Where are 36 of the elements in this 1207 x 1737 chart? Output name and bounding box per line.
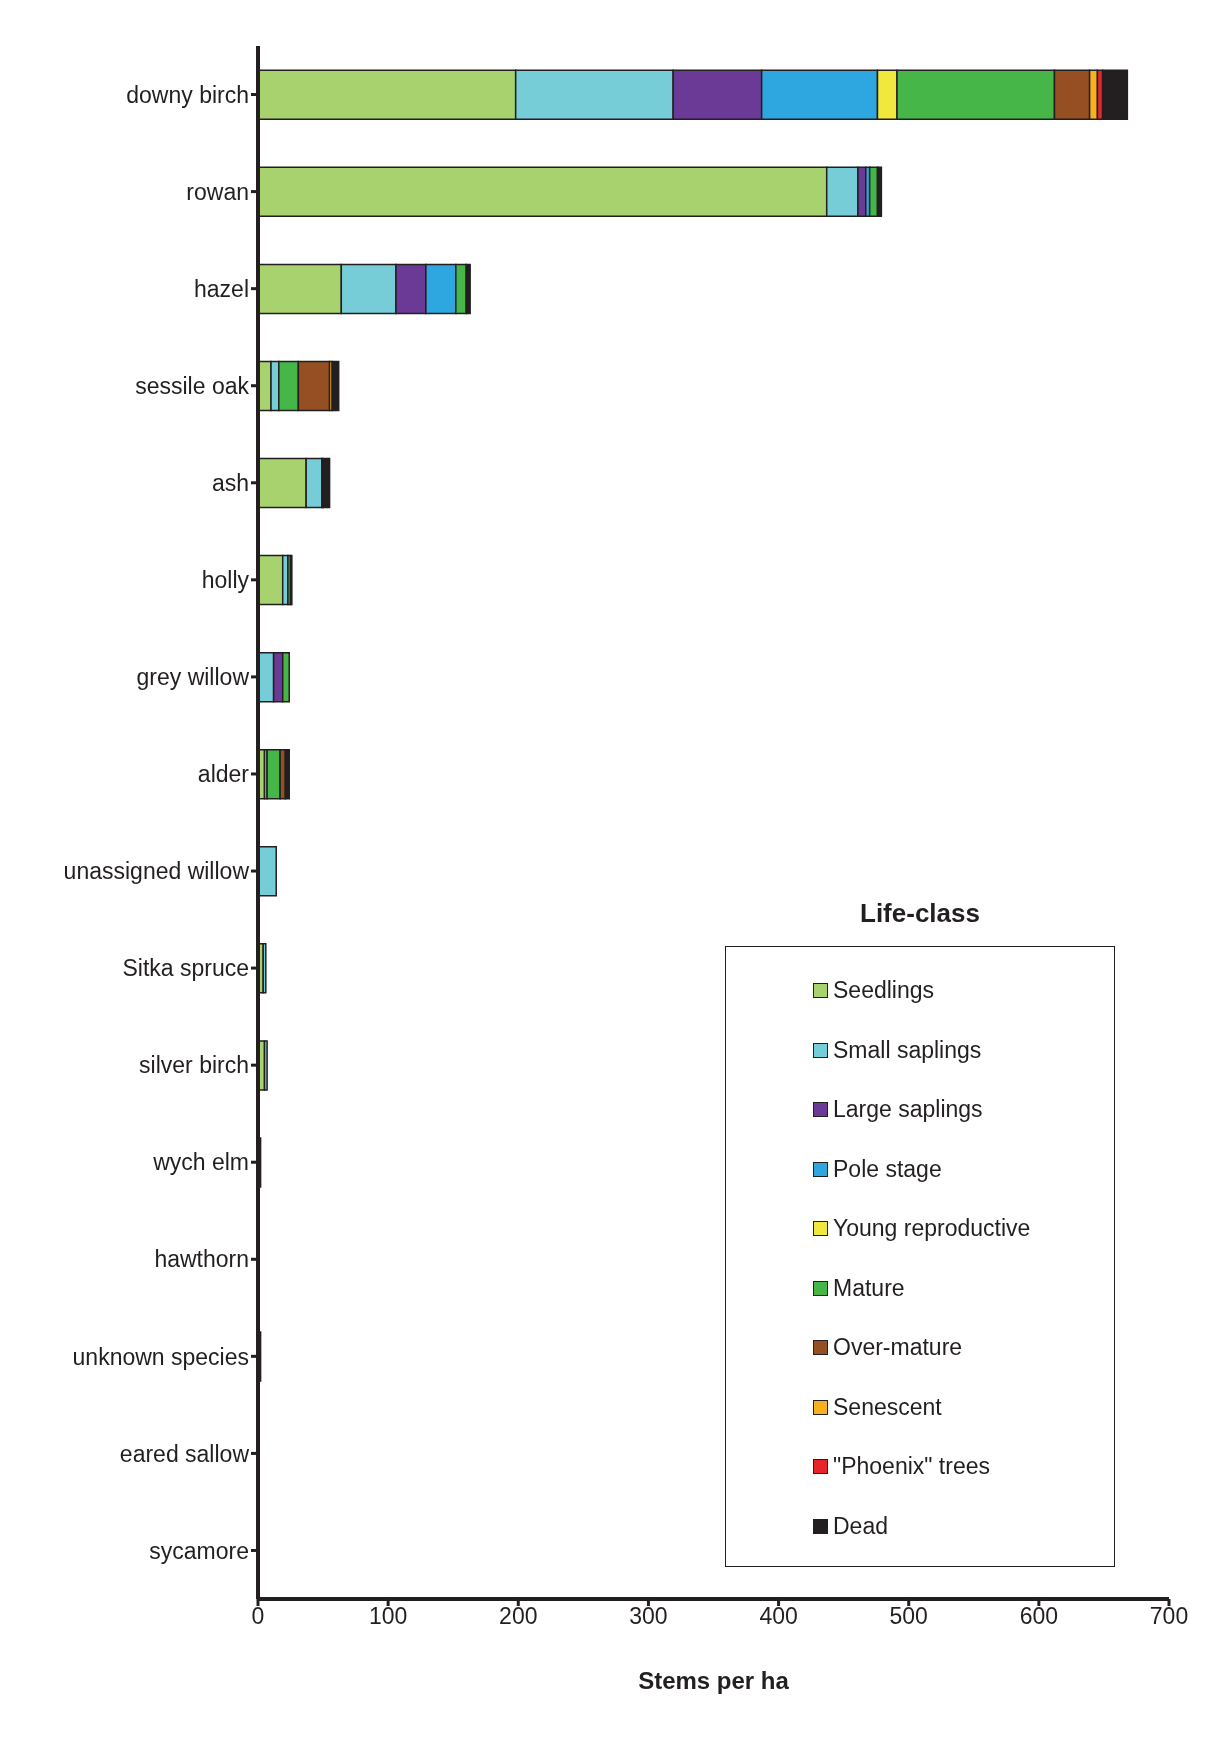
y-tick-label: unassigned willow [63,858,250,885]
legend-label: Pole stage [833,1155,942,1183]
legend-label: Seedlings [833,977,935,1005]
y-tick-label: sycamore [149,1537,249,1564]
x-tick-label: 700 [1149,1603,1189,1630]
x-axis-title: Stems per ha [638,1667,790,1694]
legend-label: Young reproductive [833,1215,1031,1243]
y-tick-label: wych elm [152,1149,249,1176]
y-tick-label: eared sallow [119,1440,250,1467]
y-tick-label: unknown species [72,1343,249,1370]
y-tick-label: alder [197,761,250,788]
y-tick-label: sessile oak [135,372,250,399]
x-tick-label: 600 [1019,1603,1059,1630]
x-tick-label: 0 [251,1603,265,1630]
y-tick-label: grey willow [136,664,250,691]
y-tick-label: silver birch [139,1052,249,1079]
y-tick-label: hawthorn [154,1246,249,1273]
x-tick-label: 200 [499,1603,538,1630]
x-tick-label: 400 [759,1603,798,1630]
legend-title: Life-class [859,898,981,929]
x-tick-label: 300 [629,1603,668,1630]
y-tick-label: downy birch [126,81,249,108]
legend-label: Mature [833,1274,905,1302]
y-tick-label: holly [201,567,250,594]
y-tick-label: ash [211,469,249,496]
y-tick-label: Sitka spruce [122,955,249,982]
y-tick-label: rowan [186,178,249,205]
x-tick-label: 500 [889,1603,928,1630]
legend-label: "Phoenix" trees [833,1453,990,1481]
legend-label: Dead [833,1512,888,1540]
y-tick-label: hazel [194,275,249,302]
legend-label: Over-mature [833,1334,963,1362]
legend-label: Large saplings [833,1096,983,1124]
legend-label: Senescent [833,1393,942,1421]
legend-label: Small saplings [833,1036,982,1064]
x-tick-label: 100 [368,1603,408,1630]
